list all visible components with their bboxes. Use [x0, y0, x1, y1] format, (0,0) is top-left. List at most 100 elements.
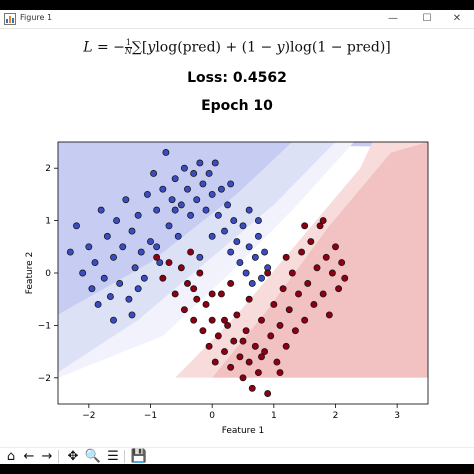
x-axis-label: Feature 1: [222, 426, 265, 436]
class0-point: [150, 169, 158, 177]
class0-point: [184, 185, 191, 193]
class0-point: [199, 180, 207, 188]
back-button[interactable]: ←: [23, 449, 35, 464]
save-button[interactable]: 💾: [130, 449, 148, 464]
eq-y1: y: [147, 39, 156, 56]
class0-point: [97, 206, 105, 214]
class0-point: [134, 211, 142, 219]
class0-point: [125, 295, 133, 303]
class0-point: [147, 238, 154, 246]
class1-point: [267, 332, 275, 340]
eq-sum: ∑[: [131, 39, 148, 56]
class1-point: [319, 217, 327, 225]
eq-log2: log: [290, 39, 312, 56]
class0-point: [156, 259, 164, 266]
class0-point: [254, 217, 262, 225]
toolbar-separator: [58, 450, 59, 463]
class1-point: [270, 300, 278, 308]
class1-point: [180, 306, 188, 314]
class0-point: [196, 253, 204, 261]
class0-point: [119, 243, 127, 251]
maximize-icon[interactable]: ☐: [422, 13, 432, 24]
y-tick-label: 1: [45, 217, 51, 227]
x-tick-label: 0: [209, 411, 215, 421]
class0-point: [79, 269, 87, 277]
class0-point: [254, 232, 262, 240]
class1-point: [273, 358, 281, 366]
class1-point: [211, 358, 219, 366]
class0-point: [94, 300, 102, 308]
class1-point: [199, 327, 207, 335]
zoom-button[interactable]: 🔍: [84, 449, 102, 464]
class1-point: [251, 342, 259, 350]
epoch-label: Epoch 10: [201, 98, 273, 114]
class0-point: [162, 149, 170, 156]
class0-point: [227, 248, 235, 256]
class1-point: [298, 248, 306, 256]
class1-point: [276, 369, 284, 377]
class1-point: [171, 290, 179, 298]
class1-point: [258, 353, 265, 361]
forward-button[interactable]: →: [41, 449, 53, 464]
figure-canvas[interactable]: L = −1 N ∑[ylog(pred) + (1 − y)log(1 − pre…: [0, 29, 474, 447]
figure-window: Figure 1 — ☐ ✕ L = −1 N ∑[ylog(pred) + (1 …: [0, 10, 474, 464]
class0-point: [196, 159, 204, 167]
class0-point: [242, 269, 250, 277]
y-tick-label: 2: [45, 164, 51, 174]
class0-point: [91, 259, 99, 266]
class0-point: [224, 201, 232, 209]
eq-log1: log: [155, 39, 178, 56]
class1-point: [295, 290, 302, 298]
class1-point: [258, 316, 265, 324]
eq-pred1: (pred) + (1 −: [177, 39, 277, 56]
class1-point: [236, 353, 244, 361]
eq-lhs: L = −: [83, 39, 125, 56]
class0-point: [73, 222, 80, 230]
class1-point: [177, 264, 185, 272]
class0-point: [187, 211, 195, 219]
class0-point: [245, 206, 253, 214]
class1-point: [319, 290, 327, 298]
class1-point: [221, 348, 228, 356]
class1-point: [208, 316, 216, 324]
class0-point: [100, 274, 108, 282]
class0-point: [221, 227, 228, 235]
eq-frac-den: N: [124, 47, 132, 56]
title-bar[interactable]: Figure 1 — ☐ ✕: [0, 10, 474, 29]
configure-subplots-button[interactable]: ☰: [107, 449, 119, 464]
class1-point: [328, 269, 336, 277]
class1-point: [316, 222, 324, 230]
class0-point: [261, 248, 269, 256]
class1-point: [239, 337, 247, 345]
class1-point: [193, 295, 201, 303]
class1-point: [205, 342, 213, 350]
class1-point: [301, 222, 309, 230]
class1-point: [165, 259, 173, 266]
class1-point: [224, 321, 232, 329]
class0-point: [171, 206, 179, 214]
scatter-plot: −2 −1 0 1 2 3 −2 −1 0 1 2 Feature 1 Feature 2: [25, 141, 429, 436]
close-icon[interactable]: ✕: [452, 13, 462, 24]
class1-point: [341, 274, 349, 282]
class0-point: [168, 196, 176, 204]
class0-point: [171, 175, 179, 183]
class0-point: [245, 243, 253, 251]
class0-point: [258, 274, 265, 282]
class0-point: [113, 217, 121, 225]
home-button[interactable]: ⌂: [6, 449, 16, 464]
class0-point: [131, 264, 139, 272]
class0-point: [137, 248, 145, 256]
minimize-icon[interactable]: —: [388, 13, 398, 24]
class0-point: [211, 159, 219, 167]
x-tick-label: 3: [394, 411, 400, 421]
class0-point: [66, 248, 74, 256]
pan-button[interactable]: ✥: [67, 449, 79, 464]
class1-point: [190, 316, 198, 324]
class1-point: [279, 285, 287, 293]
class1-point: [227, 280, 235, 287]
region-white-bottom: [58, 377, 428, 404]
class1-point: [285, 306, 293, 314]
class0-point: [227, 180, 235, 188]
x-tick-label: −1: [144, 411, 157, 421]
